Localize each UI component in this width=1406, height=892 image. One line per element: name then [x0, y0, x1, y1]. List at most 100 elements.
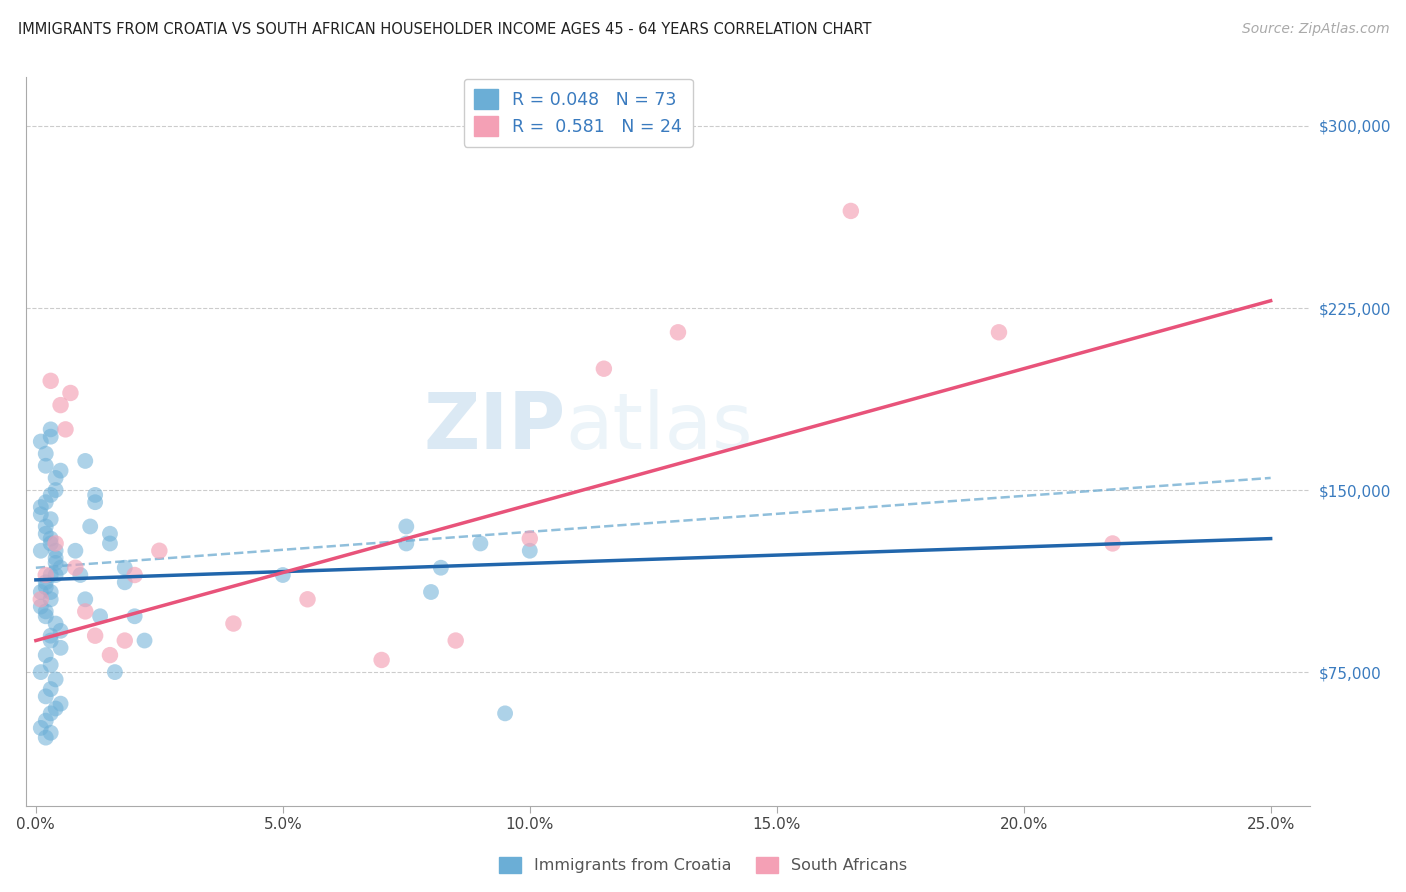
Point — [35, 575, 58, 590]
Point — [75, 454, 97, 468]
Point — [45, 616, 67, 631]
Point — [39, 512, 62, 526]
Point — [39, 536, 62, 550]
Point — [104, 665, 127, 679]
Point — [89, 609, 111, 624]
Point — [49, 398, 72, 412]
Point — [65, 543, 87, 558]
Point — [84, 495, 107, 509]
Point — [49, 640, 72, 655]
Point — [45, 536, 67, 550]
Point — [666, 326, 689, 340]
Point — [39, 532, 62, 546]
Point — [69, 568, 91, 582]
Point — [124, 609, 146, 624]
Point — [84, 488, 107, 502]
Point — [39, 568, 62, 582]
Point — [39, 682, 62, 697]
Point — [79, 519, 101, 533]
Point — [1101, 536, 1123, 550]
Point — [45, 471, 67, 485]
Point — [222, 616, 245, 631]
Point — [39, 726, 62, 740]
Point — [35, 447, 58, 461]
Text: Source: ZipAtlas.com: Source: ZipAtlas.com — [1241, 22, 1389, 37]
Point — [297, 592, 319, 607]
Text: atlas: atlas — [565, 389, 752, 465]
Point — [30, 585, 52, 599]
Point — [39, 422, 62, 436]
Point — [75, 604, 97, 618]
Legend: Immigrants from Croatia, South Africans: Immigrants from Croatia, South Africans — [492, 850, 914, 880]
Point — [39, 592, 62, 607]
Point — [45, 556, 67, 570]
Point — [271, 568, 294, 582]
Point — [988, 326, 1011, 340]
Point — [114, 560, 136, 574]
Point — [395, 519, 418, 533]
Point — [134, 633, 156, 648]
Point — [430, 560, 453, 574]
Point — [839, 203, 862, 218]
Point — [39, 706, 62, 721]
Point — [494, 706, 516, 721]
Point — [49, 697, 72, 711]
Point — [55, 422, 77, 436]
Point — [39, 657, 62, 672]
Point — [75, 592, 97, 607]
Point — [395, 536, 418, 550]
Point — [98, 536, 121, 550]
Point — [114, 575, 136, 590]
Point — [30, 592, 52, 607]
Text: IMMIGRANTS FROM CROATIA VS SOUTH AFRICAN HOUSEHOLDER INCOME AGES 45 - 64 YEARS C: IMMIGRANTS FROM CROATIA VS SOUTH AFRICAN… — [18, 22, 872, 37]
Point — [519, 543, 541, 558]
Point — [98, 648, 121, 662]
Point — [35, 568, 58, 582]
Point — [35, 609, 58, 624]
Point — [49, 624, 72, 638]
Point — [45, 701, 67, 715]
Point — [30, 543, 52, 558]
Point — [30, 500, 52, 514]
Point — [39, 374, 62, 388]
Point — [114, 633, 136, 648]
Point — [45, 673, 67, 687]
Point — [370, 653, 392, 667]
Point — [444, 633, 467, 648]
Point — [30, 665, 52, 679]
Point — [35, 526, 58, 541]
Point — [39, 633, 62, 648]
Point — [65, 560, 87, 574]
Point — [39, 488, 62, 502]
Point — [35, 648, 58, 662]
Point — [124, 568, 146, 582]
Point — [35, 731, 58, 745]
Point — [35, 519, 58, 533]
Point — [49, 560, 72, 574]
Point — [45, 543, 67, 558]
Point — [30, 508, 52, 522]
Point — [35, 495, 58, 509]
Point — [35, 580, 58, 594]
Point — [30, 599, 52, 614]
Point — [148, 543, 170, 558]
Point — [35, 714, 58, 728]
Point — [84, 629, 107, 643]
Point — [45, 551, 67, 566]
Point — [59, 386, 82, 401]
Point — [45, 483, 67, 497]
Point — [98, 526, 121, 541]
Point — [35, 458, 58, 473]
Point — [35, 690, 58, 704]
Point — [39, 430, 62, 444]
Point — [45, 568, 67, 582]
Point — [39, 629, 62, 643]
Legend: R = 0.048   N = 73, R =  0.581   N = 24: R = 0.048 N = 73, R = 0.581 N = 24 — [464, 78, 693, 146]
Point — [49, 464, 72, 478]
Point — [39, 585, 62, 599]
Point — [519, 532, 541, 546]
Point — [30, 721, 52, 735]
Text: ZIP: ZIP — [423, 389, 565, 465]
Point — [470, 536, 492, 550]
Point — [35, 604, 58, 618]
